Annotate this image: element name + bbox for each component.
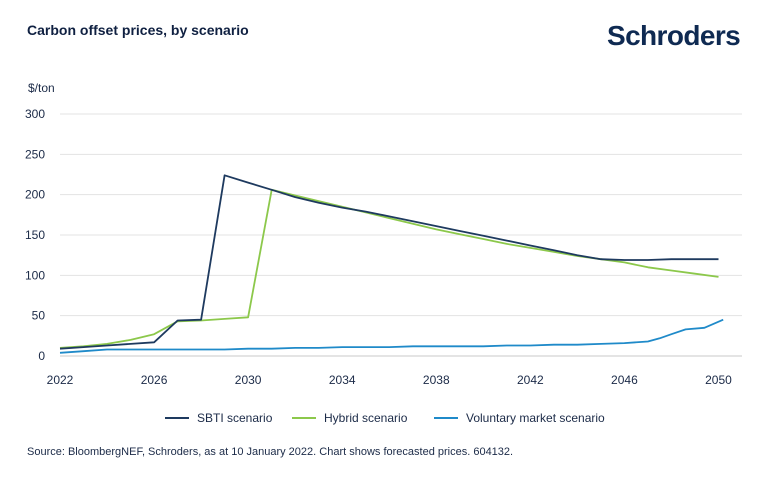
x-tick-labels: 2022 2026 2030 2034 2038 2042 2046 2050 (47, 373, 733, 387)
legend-swatch-sbti (165, 417, 189, 419)
y-tick-label: 50 (32, 309, 46, 323)
series-line-voluntary (59, 318, 724, 354)
legend-label-sbti: SBTI scenario (197, 411, 273, 425)
y-tick-label: 0 (38, 349, 45, 363)
legend-item-voluntary: Voluntary market scenario (434, 411, 605, 425)
y-tick-labels: 0 50 100 150 200 250 300 (25, 107, 45, 363)
legend-swatch-hybrid (292, 417, 316, 419)
y-tick-label: 200 (25, 188, 45, 202)
x-tick-label: 2022 (47, 373, 74, 387)
y-tick-label: 150 (25, 228, 45, 242)
source-note: Source: BloombergNEF, Schroders, as at 1… (27, 446, 514, 458)
y-tick-label: 100 (25, 268, 45, 282)
x-tick-label: 2050 (705, 373, 732, 387)
series-line-sbti (59, 174, 719, 350)
chart-title: Carbon offset prices, by scenario (27, 22, 249, 38)
grid-lines (60, 113, 742, 357)
legend: SBTI scenario Hybrid scenario Voluntary … (0, 411, 770, 429)
legend-label-hybrid: Hybrid scenario (324, 411, 408, 425)
legend-item-sbti: SBTI scenario (165, 411, 272, 425)
legend-label-voluntary: Voluntary market scenario (466, 411, 605, 425)
y-tick-label: 250 (25, 147, 45, 161)
series-line-hybrid (59, 188, 719, 349)
series-lines (59, 174, 724, 354)
legend-item-hybrid: Hybrid scenario (292, 411, 407, 425)
x-tick-label: 2038 (423, 373, 450, 387)
y-axis-label: $/ton (28, 81, 55, 95)
x-tick-label: 2042 (517, 373, 544, 387)
x-tick-label: 2046 (611, 373, 638, 387)
x-tick-label: 2030 (235, 373, 262, 387)
schroders-logo: Schroders (607, 20, 741, 51)
y-tick-label: 300 (25, 107, 45, 121)
x-tick-label: 2034 (329, 373, 356, 387)
x-tick-label: 2026 (141, 373, 168, 387)
legend-swatch-voluntary (434, 417, 458, 419)
